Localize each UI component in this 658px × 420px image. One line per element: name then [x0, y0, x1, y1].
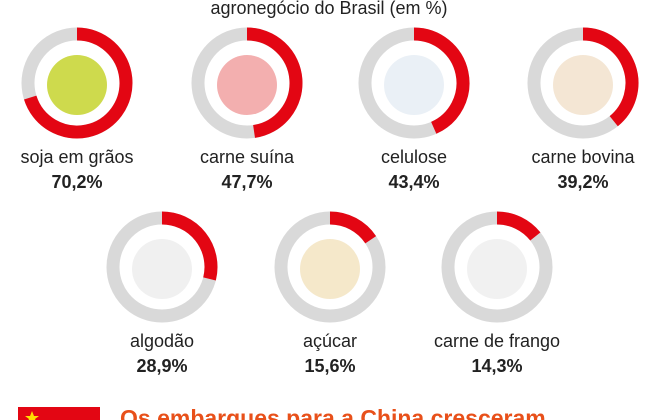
icon	[300, 239, 360, 299]
icon	[467, 239, 527, 299]
icon	[132, 239, 192, 299]
icon	[553, 55, 613, 115]
value-label: 70,2%	[51, 172, 102, 192]
category-label: algodão	[130, 331, 194, 351]
category-label: carne de frango	[434, 331, 560, 351]
category-label: carne bovina	[531, 147, 635, 167]
value-label: 43,4%	[388, 172, 439, 192]
icon	[47, 55, 107, 115]
icon	[217, 55, 277, 115]
donut-arc	[413, 27, 470, 134]
value-label: 39,2%	[557, 172, 608, 192]
category-label: carne suína	[200, 147, 295, 167]
footer-heading: Os embarques para a China cresceram	[120, 405, 546, 420]
donut-arc	[329, 211, 377, 244]
icon	[384, 55, 444, 115]
donut-arc	[246, 27, 303, 138]
donut-arc	[496, 211, 541, 241]
value-label: 28,9%	[136, 356, 187, 376]
value-label: 47,7%	[221, 172, 272, 192]
subtitle: agronegócio do Brasil (em %)	[210, 0, 447, 18]
category-label: celulose	[381, 147, 447, 167]
category-label: soja em grãos	[20, 147, 133, 167]
china-flag	[18, 407, 100, 420]
donut-arc	[161, 211, 218, 281]
value-label: 14,3%	[471, 356, 522, 376]
category-label: açúcar	[303, 331, 357, 351]
donut-arc	[24, 27, 133, 139]
value-label: 15,6%	[304, 356, 355, 376]
donut-arc	[582, 27, 639, 127]
